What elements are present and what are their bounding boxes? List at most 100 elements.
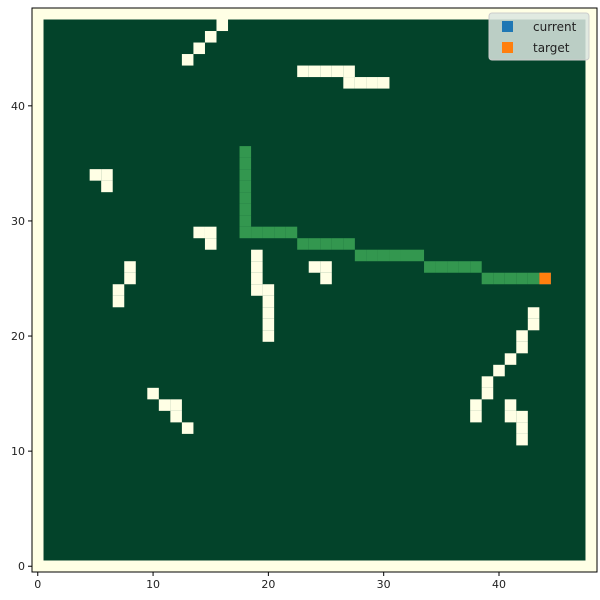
path-cell [308,238,321,250]
path-cell [239,157,252,170]
path-cell [331,238,344,250]
path-cell [239,192,252,204]
obstacle-cell [516,422,528,434]
obstacle-cell [481,376,494,388]
obstacle-cell [124,261,136,273]
obstacle-cell [331,65,344,78]
path-cell [239,215,252,227]
obstacle-cell [158,399,171,411]
path-cell [274,226,286,239]
obstacle-cell [112,295,125,308]
obstacle-cell [204,226,217,239]
obstacle-cell [204,31,217,43]
path-cell [366,249,378,262]
obstacle-cell [262,307,275,319]
obstacle-cell [204,238,217,250]
obstacle-cell [251,261,263,273]
plot-frame [31,7,598,573]
legend-label-current: current [533,20,577,34]
legend-swatch-current [502,21,513,32]
legend-swatch-target [502,42,513,53]
y-tick-label: 20 [11,330,25,343]
x-tick-label: 40 [492,578,506,591]
obstacle-cell [181,54,194,66]
obstacle-cell [101,180,113,193]
obstacle-cell [320,261,332,273]
x-tick-label: 20 [261,578,275,591]
obstacle-cell [262,295,275,308]
x-tick-label: 30 [377,578,391,591]
obstacle-cell [193,42,205,55]
path-cell [239,180,252,193]
legend-label-target: target [533,41,570,55]
obstacle-cell [366,77,378,89]
obstacle-cell [170,399,182,411]
legend-box [488,12,590,61]
path-cell [262,226,275,239]
path-cell [343,238,355,250]
y-tick-label: 30 [11,215,25,228]
target-cell [539,272,551,285]
obstacle-cell [89,169,102,181]
obstacle-cell [320,65,332,78]
x-tick-label: 10 [146,578,160,591]
obstacle-cell [193,226,205,239]
grid-cells [43,7,586,561]
obstacle-cell [147,387,159,400]
path-cell [251,226,263,239]
legend: current target [488,12,590,61]
path-cell [470,261,482,273]
path-cell [481,272,494,285]
obstacle-cell [297,65,309,78]
obstacle-cell [170,410,182,423]
obstacle-cell [493,364,505,377]
obstacle-cell [101,169,113,181]
obstacle-cell [470,410,482,423]
path-cell [297,238,309,250]
path-cell [320,238,332,250]
y-tick-label: 0 [18,560,25,573]
obstacle-cell [228,7,240,20]
obstacle-cell [377,77,390,89]
path-cell [354,249,367,262]
obstacle-cell [504,353,517,365]
path-cell [389,249,401,262]
path-cell [285,226,298,239]
path-cell [504,272,517,285]
y-axis: 0 10 20 30 40 [11,100,32,573]
obstacle-cell [504,399,517,411]
path-cell [447,261,459,273]
obstacle-cell [354,77,367,89]
obstacle-cell [216,19,229,32]
path-cell [400,249,413,262]
obstacle-cell [262,330,275,342]
obstacle-cell [343,65,355,78]
y-tick-label: 10 [11,445,25,458]
obstacle-cell [308,261,321,273]
path-cell [493,272,505,285]
obstacle-cell [470,399,482,411]
path-cell [458,261,471,273]
path-cell [239,169,252,181]
obstacle-cell [504,410,517,423]
path-cell [239,146,252,158]
obstacle-cell [516,410,528,423]
obstacle-cell [112,284,125,296]
path-cell [239,226,252,239]
path-cell [412,249,425,262]
obstacle-cell [320,272,332,285]
path-cell [516,272,528,285]
obstacle-cell [516,330,528,342]
obstacle-cell [181,422,194,434]
x-axis: 0 10 20 30 40 [34,572,506,591]
path-cell [527,272,540,285]
obstacle-cell [308,65,321,78]
obstacle-cell [527,307,540,319]
y-tick-label: 40 [11,100,25,113]
free-space-region [43,19,586,561]
obstacle-cell [262,318,275,331]
path-cell [424,261,436,273]
obstacle-cell [251,249,263,262]
obstacle-cell [251,272,263,285]
obstacle-cell [343,77,355,89]
